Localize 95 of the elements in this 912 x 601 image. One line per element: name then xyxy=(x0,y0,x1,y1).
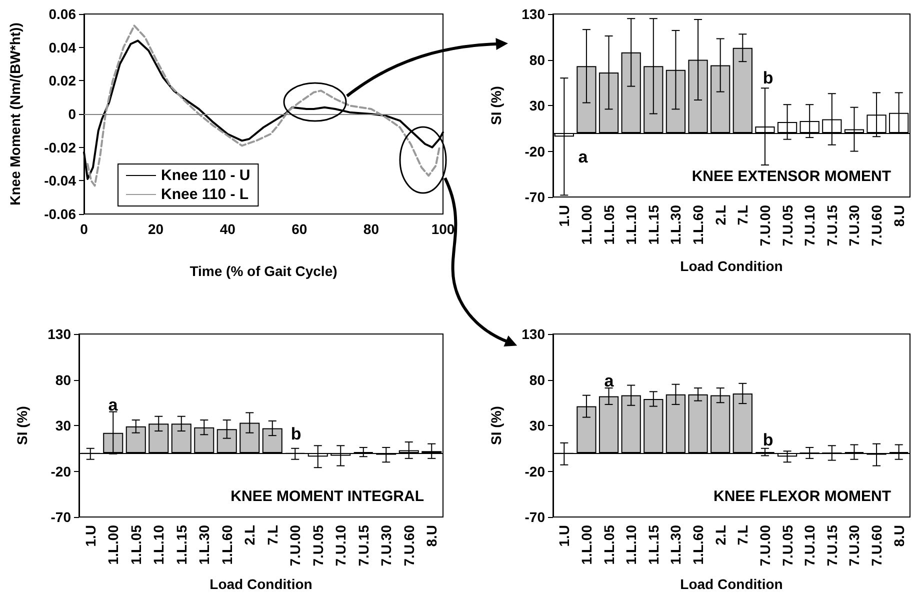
y-axis-title: SI (%) xyxy=(488,406,504,445)
x-tick-label: 7.U.30 xyxy=(846,524,862,566)
legend-label: Knee 110 - U xyxy=(161,167,250,184)
x-tick-label: 7.U.05 xyxy=(779,204,796,246)
y-tick-label: 130 xyxy=(522,326,546,342)
x-tick-label: 7.U.10 xyxy=(802,204,818,246)
x-tick-label: 8.U xyxy=(890,205,907,227)
x-tick-label: 1.L.60 xyxy=(690,524,706,565)
y-tick-label: -0.04 xyxy=(44,172,76,189)
x-tick-label: 1.L.15 xyxy=(645,204,662,245)
y-tick-label: 0.02 xyxy=(48,72,76,89)
x-tick-label: 1.L.00 xyxy=(578,204,594,245)
x-tick-label: 7.U.30 xyxy=(846,204,862,246)
x-tick-label: 7.L xyxy=(734,204,751,226)
x-tick-label: 7.U.05 xyxy=(310,524,326,566)
y-tick-label: 130 xyxy=(48,326,72,342)
y-tick-label: -20 xyxy=(50,463,72,480)
x-tick-label: 7.L xyxy=(734,524,751,546)
x-tick-label: 1.L.05 xyxy=(128,524,144,565)
y-axis-title: SI (%) xyxy=(14,406,30,445)
y-tick-label: 80 xyxy=(529,372,546,388)
x-tick-label: 7.U.00 xyxy=(756,204,773,246)
x-tick-label: 7.U.60 xyxy=(868,204,885,246)
y-tick-label: -0.06 xyxy=(44,206,76,222)
annotation: b xyxy=(762,430,774,450)
x-tick-label: 2.L xyxy=(712,204,728,226)
y-tick-label: -70 xyxy=(524,509,546,525)
x-tick-label: 8.U xyxy=(890,525,907,547)
x-tick-label: 7.U.15 xyxy=(824,524,840,566)
y-tick-label: 0 xyxy=(68,106,76,122)
x-tick-label: 1.L.15 xyxy=(173,524,190,565)
text: KNEE FLEXOR MOMENT xyxy=(714,488,892,505)
x-tick-label: 100 xyxy=(431,221,455,237)
annotation: a xyxy=(108,396,118,414)
x-tick-label: 1.L.30 xyxy=(668,524,684,565)
y-tick-label: 30 xyxy=(529,418,546,434)
x-tick-label: 1.L.30 xyxy=(196,524,212,565)
y-tick-label: 130 xyxy=(522,6,546,22)
x-tick-label: 60 xyxy=(292,221,308,237)
x-tick-label: 7.U.00 xyxy=(756,524,773,566)
x-tick-label: 7.U.15 xyxy=(824,204,840,246)
x-tick-label: 7.U.60 xyxy=(400,524,417,566)
x-tick-label: 1.L.10 xyxy=(623,204,640,245)
x-tick-label: 7.L xyxy=(264,524,280,546)
legend-label: Knee 110 - L xyxy=(161,186,249,203)
x-tick-label: 1.U xyxy=(556,205,572,227)
annotation: a xyxy=(578,148,588,166)
annotation: b xyxy=(290,424,302,444)
y-tick-label: 80 xyxy=(529,52,546,68)
x-axis-title: Load Condition xyxy=(680,258,783,274)
y-tick-label: 0.06 xyxy=(48,6,76,22)
x-tick-label: 1.L.10 xyxy=(623,524,640,565)
text: KNEE MOMENT INTEGRAL xyxy=(230,488,424,505)
x-tick-label: 1.L.15 xyxy=(645,524,662,565)
x-tick-label: 1.L.60 xyxy=(218,524,235,565)
x-tick-label: 7.U.60 xyxy=(868,524,885,566)
x-tick-label: 0 xyxy=(80,221,88,237)
x-tick-label: 2.L xyxy=(712,524,728,546)
text: KNEE EXTENSOR MOMENT xyxy=(692,168,892,185)
x-tick-label: 1.U xyxy=(82,525,98,547)
x-tick-label: 7.U.15 xyxy=(355,524,372,566)
x-tick-label: 1.L.60 xyxy=(690,204,706,245)
y-tick-label: 30 xyxy=(55,418,72,434)
x-tick-label: 1.L.10 xyxy=(150,524,167,565)
y-tick-label: 30 xyxy=(529,98,546,114)
y-tick-label: -70 xyxy=(524,189,546,205)
y-axis-title: SI (%) xyxy=(488,86,504,125)
y-tick-label: -0.02 xyxy=(44,139,76,156)
x-tick-label: 7.U.30 xyxy=(378,524,394,566)
x-tick-label: 1.U xyxy=(556,525,572,547)
annotation: a xyxy=(604,372,614,390)
y-tick-label: 80 xyxy=(55,372,72,388)
x-tick-label: 40 xyxy=(220,221,236,237)
x-tick-label: 80 xyxy=(363,221,380,237)
x-axis-title: Time (% of Gait Cycle) xyxy=(190,263,338,279)
x-tick-label: 20 xyxy=(148,221,164,237)
y-tick-label: -70 xyxy=(50,509,72,525)
x-tick-label: 7.U.05 xyxy=(779,524,796,566)
y-tick-label: -20 xyxy=(524,143,546,160)
y-tick-label: -20 xyxy=(524,463,546,480)
x-axis-title: Load Condition xyxy=(680,576,783,592)
x-tick-label: 1.L.30 xyxy=(668,204,684,245)
x-axis-title: Load Condition xyxy=(210,576,312,592)
y-axis-title: Knee Moment (Nm/(BW*ht)) xyxy=(7,22,23,206)
x-tick-label: 1.L.00 xyxy=(578,524,594,565)
x-tick-label: 7.U.10 xyxy=(332,524,349,566)
annotation: b xyxy=(762,68,774,88)
y-tick-label: 0.04 xyxy=(48,39,76,56)
x-tick-label: 7.U.10 xyxy=(802,524,818,566)
x-tick-label: 7.U.00 xyxy=(287,524,304,566)
x-tick-label: 2.L xyxy=(242,524,258,546)
x-tick-label: 1.L.05 xyxy=(600,204,617,245)
x-tick-label: 1.L.05 xyxy=(600,524,617,565)
x-tick-label: 1.L.00 xyxy=(105,524,122,565)
x-tick-label: 8.U xyxy=(424,525,440,547)
